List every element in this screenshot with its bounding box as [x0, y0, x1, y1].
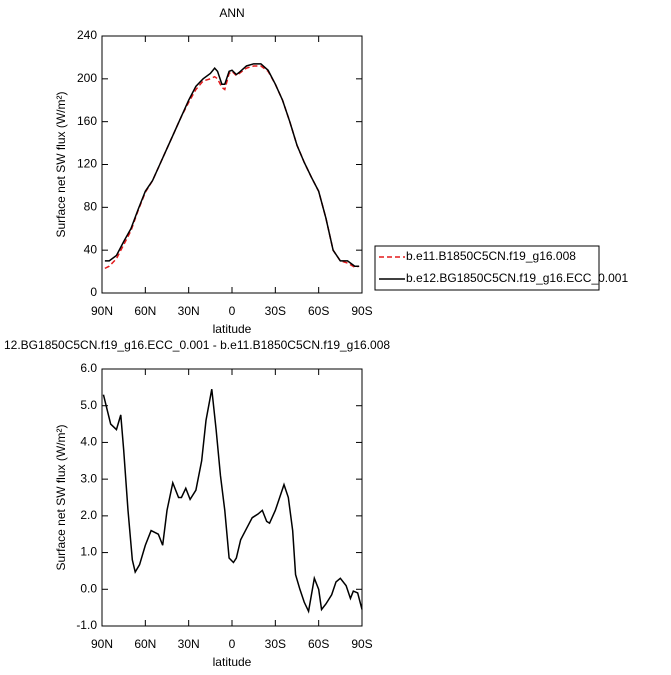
x-tick-label: 60S: [308, 304, 329, 318]
y-tick-label: 4.0: [80, 435, 97, 449]
x-axis-label: latitude: [213, 655, 252, 669]
y-tick-label: 240: [77, 28, 97, 42]
y-tick-label: 80: [84, 200, 98, 214]
legend-label: b.e11.B1850C5CN.f19_g16.008: [406, 249, 576, 263]
plot-frame: [101, 35, 363, 294]
y-tick-label: 3.0: [80, 471, 97, 485]
y-tick-label: -1.0: [76, 618, 97, 632]
y-tick-label: 0: [90, 285, 97, 299]
x-tick-label: 30N: [178, 637, 200, 651]
x-tick-label: 60N: [134, 304, 156, 318]
x-tick-label: 0: [229, 304, 236, 318]
chart-title: ANN: [219, 6, 244, 20]
x-tick-label: 90S: [351, 304, 372, 318]
series-line: [104, 63, 360, 267]
x-tick-label: 60N: [134, 637, 156, 651]
y-tick-label: 160: [77, 114, 97, 128]
x-tick-label: 0: [229, 637, 236, 651]
series-line: [104, 65, 360, 270]
y-tick-label: 5.0: [80, 398, 97, 412]
y-tick-label: 40: [84, 242, 98, 256]
chart-title: 12.BG1850C5CN.f19_g16.ECC_0.001 - b.e11.…: [4, 338, 390, 352]
legend-box: [374, 245, 600, 291]
x-tick-label: 60S: [308, 637, 329, 651]
x-tick-label: 30S: [265, 304, 286, 318]
y-axis-label: Surface net SW flux (W/m²): [54, 91, 68, 237]
plot-frame: [101, 368, 363, 627]
y-tick-label: 0.0: [80, 581, 97, 595]
y-axis-label: Surface net SW flux (W/m²): [54, 424, 68, 570]
y-tick-label: 6.0: [80, 361, 97, 375]
y-tick-label: 1.0: [80, 545, 97, 559]
legend-label: b.e12.BG1850C5CN.f19_g16.ECC_0.001: [406, 271, 628, 285]
y-tick-label: 200: [77, 71, 97, 85]
x-tick-label: 30N: [178, 304, 200, 318]
y-tick-label: 120: [77, 157, 97, 171]
x-tick-label: 30S: [265, 637, 286, 651]
x-tick-label: 90N: [91, 304, 113, 318]
y-tick-label: 2.0: [80, 508, 97, 522]
series-line: [102, 389, 363, 614]
x-axis-label: latitude: [213, 322, 252, 336]
x-tick-label: 90N: [91, 637, 113, 651]
x-tick-label: 90S: [351, 637, 372, 651]
